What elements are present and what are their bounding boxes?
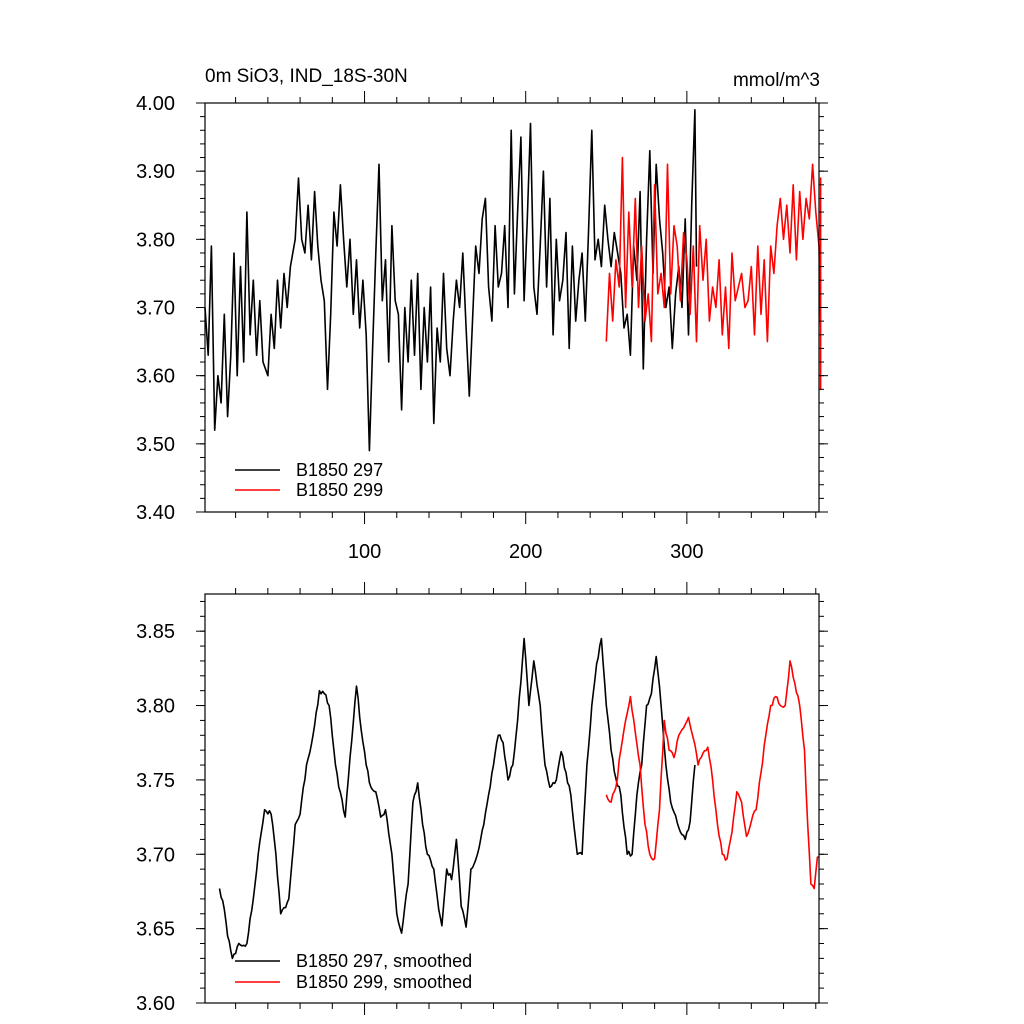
series-line-b1850-299-smoothed [605,660,819,890]
bottom-plot-frame [204,593,820,1004]
bottom-legend: B1850 297, smoothed B1850 299, smoothed [235,951,472,992]
y-tick-label: 4.00 [136,93,175,115]
y-tick-label: 3.50 [136,434,175,456]
top-plot-frame [204,102,820,513]
legend-label-b1850-299: B1850 299 [296,480,383,500]
series-line-b1850-297-smoothed [218,637,696,960]
y-tick-label: 3.60 [136,993,175,1015]
units-label: mmol/m^3 [733,70,820,91]
y-tick-label: 3.80 [136,229,175,251]
top-panel: 0m SiO3, IND_18S-30N mmol/m^3 3.403.503.… [136,66,828,563]
y-tick-label: 3.85 [136,621,175,643]
y-tick-label: 3.60 [136,366,175,388]
bottom-axis-ticks: 3.60 3.65 3.70 3.75 3.80 3.85 [136,582,828,1015]
y-tick-label: 3.75 [136,770,175,792]
series-line-b1850-297 [204,109,698,452]
y-tick-label: 3.65 [136,919,175,941]
chart-title: 0m SiO3, IND_18S-30N [205,66,408,87]
y-tick-label: 3.80 [136,696,175,718]
bottom-panel: 3.60 3.65 3.70 3.75 3.80 3.85 B1850 297, smoo… [136,582,828,1015]
top-axis-ticks: 3.40 3.50 3.60 3.70 3.80 3.90 4.00 100 200 300 [136,91,828,563]
x-tick-label: 300 [670,541,703,563]
top-series-group [204,109,822,452]
y-tick-label: 3.70 [136,844,175,866]
legend-label-b1850-297: B1850 297 [296,460,383,480]
bottom-series-group [218,637,819,960]
series-line-b1850-299 [605,156,822,391]
y-tick-label: 3.90 [136,161,175,183]
y-tick-label: 3.70 [136,298,175,320]
top-legend: B1850 297 B1850 299 [235,460,383,500]
x-tick-label: 100 [348,541,381,563]
legend-label-b1850-299-smoothed: B1850 299, smoothed [296,972,472,992]
y-tick-label: 3.40 [136,502,175,524]
x-tick-label: 200 [509,541,542,563]
legend-label-b1850-297-smoothed: B1850 297, smoothed [296,951,472,971]
